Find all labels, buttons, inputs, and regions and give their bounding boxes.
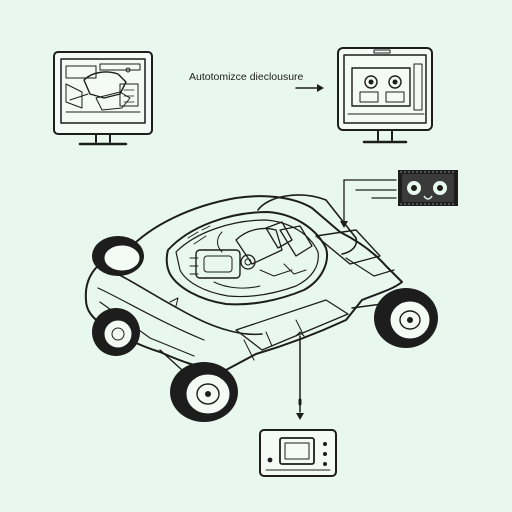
left-monitor-screen-content xyxy=(65,63,141,113)
arrow-to-right-monitor xyxy=(295,84,324,92)
wheel-rear-left xyxy=(170,362,238,422)
handheld-device-icon xyxy=(259,429,337,477)
wheel-front-right xyxy=(92,308,140,356)
wheel-front-left xyxy=(92,236,144,276)
arrow-to-device xyxy=(295,331,305,420)
wheel-rear-right xyxy=(374,288,438,348)
engine-bay xyxy=(187,221,313,289)
sensor-panel xyxy=(398,170,458,206)
right-monitor-icon xyxy=(337,47,433,144)
panel-leader-lines xyxy=(340,179,397,228)
diagram-caption: Autotomizce dieclousure xyxy=(189,71,304,83)
left-monitor-icon xyxy=(53,51,153,146)
right-monitor-screen-content xyxy=(347,63,425,115)
